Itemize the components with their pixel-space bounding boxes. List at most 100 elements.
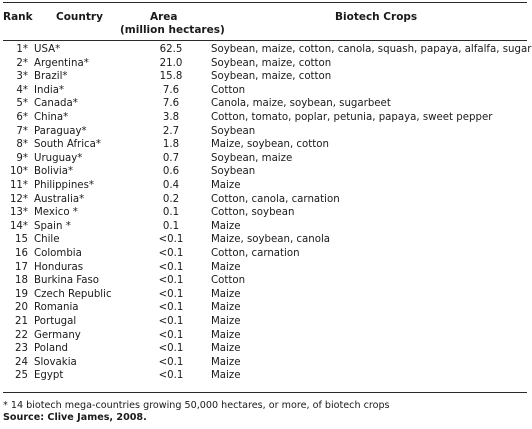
crops-cell: Maize [211, 288, 241, 300]
table-bottom-rule [3, 392, 527, 393]
country-cell: Czech Republic [34, 288, 112, 300]
rank-cell: 11* [9, 180, 28, 191]
rank-cell: 7* [16, 125, 28, 137]
table-row: 3* Brazil* 15.8 Soybean, maize, cotton [0, 70, 532, 84]
crops-cell: Soybean, maize, cotton, canola, squash, … [211, 44, 532, 55]
source-line: Source: Clive James, 2008. [3, 412, 147, 423]
rank-cell: 15 [15, 234, 28, 246]
rank-cell: 18 [15, 275, 28, 287]
country-cell: Portugal [34, 316, 77, 327]
rank-cell: 23 [15, 343, 28, 355]
country-cell: Bolivia* [34, 166, 74, 178]
table-row: 16 Colombia <0.1 Cotton, carnation [0, 247, 532, 261]
crops-cell: Cotton, carnation [211, 248, 300, 259]
area-cell: 7.6 [162, 98, 180, 110]
area-cell: <0.1 [158, 234, 184, 246]
table-row: 18 Burkina Faso <0.1 Cotton [0, 274, 532, 288]
area-cell: 62.5 [159, 44, 183, 55]
rank-cell: 4* [16, 84, 28, 96]
table-row: 22 Germany <0.1 Maize [0, 329, 532, 343]
area-cell: <0.1 [158, 329, 184, 341]
crops-cell: Maize [211, 356, 241, 368]
country-cell: Chile [34, 234, 60, 246]
area-cell: <0.1 [158, 356, 184, 368]
crops-cell: Cotton [211, 275, 246, 287]
country-cell: Uruguay* [34, 152, 83, 164]
rank-cell: 10* [9, 166, 28, 178]
rank-cell: 22 [15, 329, 28, 341]
area-cell: 2.7 [162, 125, 180, 137]
country-cell: Burkina Faso [34, 275, 100, 287]
rank-cell: 20 [15, 302, 28, 314]
country-cell: South Africa* [34, 139, 101, 151]
area-cell: 3.8 [162, 112, 180, 123]
area-cell: <0.1 [158, 248, 184, 259]
rank-cell: 24 [15, 356, 28, 368]
header-country: Country [56, 11, 103, 23]
table-row: 5* Canada* 7.6 Canola, maize, soybean, suga… [0, 97, 532, 111]
area-cell: <0.1 [158, 316, 184, 327]
crops-cell: Maize, soybean, canola [211, 234, 331, 246]
rank-cell: 6* [16, 112, 28, 123]
table-row: 12* Australia* 0.2 Cotton, canola, carnatio… [0, 193, 532, 207]
crops-cell: Maize [211, 180, 241, 191]
country-cell: Germany [34, 329, 81, 341]
table-row: 13* Mexico * 0.1 Cotton, soybean [0, 206, 532, 220]
country-cell: India* [34, 84, 65, 96]
country-cell: Colombia [34, 248, 82, 259]
crops-cell: Cotton, tomato, poplar, petunia, papaya,… [211, 112, 493, 123]
country-cell: Spain * [34, 220, 71, 232]
table-row: 8* South Africa* 1.8 Maize, soybean, cotton [0, 138, 532, 152]
area-cell: <0.1 [158, 288, 184, 300]
area-cell: 15.8 [159, 71, 183, 83]
rank-cell: 9* [16, 152, 28, 164]
country-cell: Canada* [34, 98, 78, 110]
crops-cell: Maize [211, 370, 241, 382]
crops-cell: Soybean, maize [211, 152, 293, 164]
crops-cell: Cotton [211, 84, 246, 96]
rank-cell: 8* [16, 139, 28, 151]
crops-cell: Maize, soybean, cotton [211, 139, 329, 151]
table-row: 9* Uruguay* 0.7 Soybean, maize [0, 152, 532, 166]
table-row: 7* Paraguay* 2.7 Soybean [0, 125, 532, 139]
header-area-unit: (million hectares) [120, 24, 225, 36]
table-row: 4* India* 7.6 Cotton [0, 84, 532, 98]
area-cell: <0.1 [158, 302, 184, 314]
rank-cell: 14* [9, 220, 28, 232]
table-row: 23 Poland <0.1 Maize [0, 342, 532, 356]
table-row: 21 Portugal <0.1 Maize [0, 315, 532, 329]
table-row: 20 Romania <0.1 Maize [0, 301, 532, 315]
area-cell: <0.1 [158, 343, 184, 355]
crops-cell: Cotton, canola, carnation [211, 193, 340, 205]
crops-cell: Canola, maize, soybean, sugarbeet [211, 98, 391, 110]
crops-cell: Soybean [211, 166, 256, 178]
header-rank: Rank [3, 11, 33, 23]
area-cell: <0.1 [158, 275, 184, 287]
rank-cell: 12* [9, 193, 28, 205]
table-top-rule [3, 2, 527, 3]
area-cell: 1.8 [162, 139, 180, 151]
area-cell: 21.0 [159, 57, 183, 69]
crops-cell: Maize [211, 343, 241, 355]
table-row: 24 Slovakia <0.1 Maize [0, 356, 532, 370]
crops-cell: Soybean, maize, cotton [211, 71, 332, 83]
footnote: * 14 biotech mega-countries growing 50,0… [3, 400, 390, 411]
header-bottom-rule [3, 40, 527, 41]
country-cell: Romania [34, 302, 79, 314]
header-area: Area [150, 11, 178, 23]
crops-cell: Maize [211, 261, 241, 273]
rank-cell: 21 [15, 316, 28, 327]
country-cell: Honduras [34, 261, 84, 273]
crops-cell: Maize [211, 329, 241, 341]
table-row: 10* Bolivia* 0.6 Soybean [0, 165, 532, 179]
rank-cell: 19 [15, 288, 28, 300]
rank-cell: 13* [9, 207, 28, 219]
table-row: 1* USA* 62.5 Soybean, maize, cotton, canola… [0, 43, 532, 57]
table-row: 25 Egypt <0.1 Maize [0, 369, 532, 383]
area-cell: 0.1 [162, 207, 180, 219]
table-row: 11* Philippines* 0.4 Maize [0, 179, 532, 193]
table-row: 14* Spain * 0.1 Maize [0, 220, 532, 234]
area-cell: <0.1 [158, 370, 184, 382]
area-cell: 0.4 [162, 180, 180, 191]
